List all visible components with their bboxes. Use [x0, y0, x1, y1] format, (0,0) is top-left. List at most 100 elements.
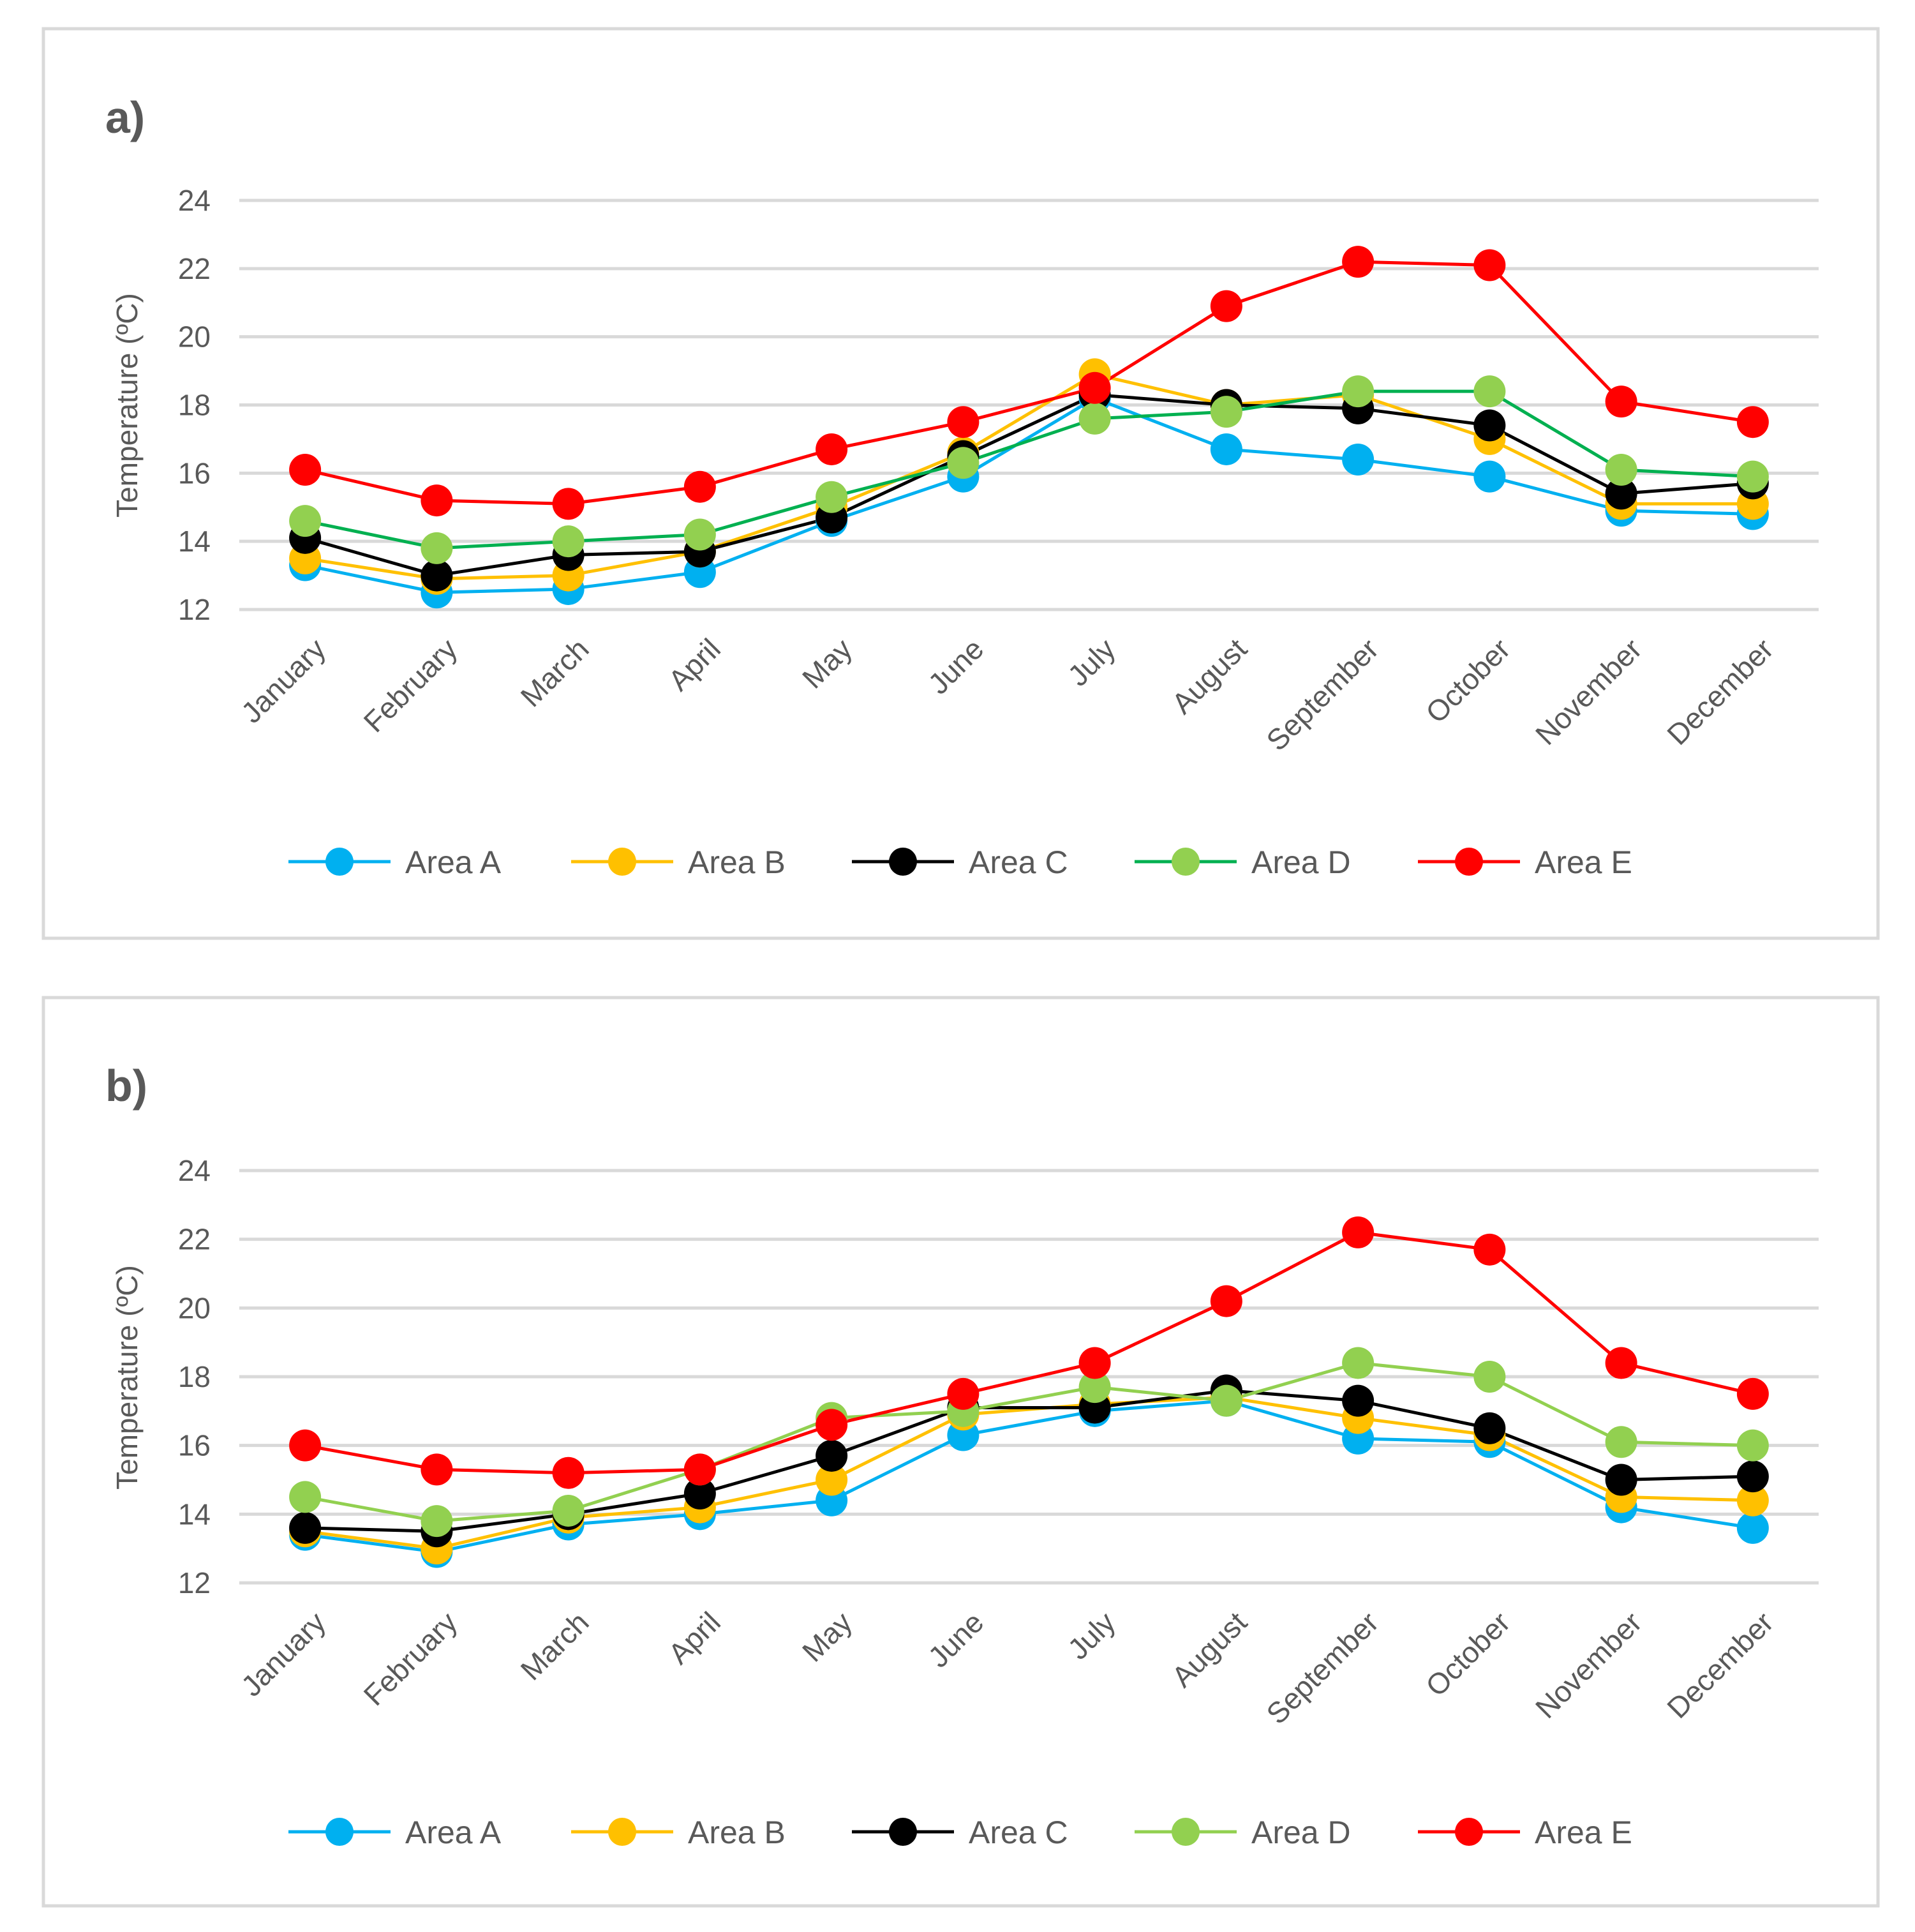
data-point-area-e	[683, 470, 716, 503]
data-point-area-c	[421, 559, 453, 592]
data-point-area-e	[816, 433, 848, 465]
data-point-area-d	[552, 525, 585, 558]
data-point-area-c	[1605, 1464, 1637, 1496]
y-tick-label: 22	[178, 252, 211, 285]
data-point-area-d	[289, 505, 322, 537]
legend-label: Area D	[1251, 1815, 1351, 1850]
series-line-area-e	[304, 1231, 1754, 1475]
y-tick-label: 18	[178, 1360, 211, 1393]
data-point-area-d	[1210, 1384, 1242, 1417]
data-point-area-e	[1473, 249, 1506, 281]
data-point-area-d	[1473, 1361, 1506, 1393]
data-point-area-e	[683, 1453, 716, 1486]
data-point-area-d	[421, 1505, 453, 1538]
data-point-area-c	[816, 1439, 848, 1472]
data-point-area-d	[421, 532, 453, 564]
series-line-area-e	[304, 260, 1754, 505]
data-point-area-e	[1210, 1285, 1242, 1317]
legend-marker	[608, 848, 636, 876]
legend-marker	[889, 1818, 917, 1846]
data-point-area-a	[1342, 443, 1375, 476]
data-point-area-d	[1078, 402, 1111, 435]
data-point-area-d	[289, 1481, 322, 1513]
data-point-area-e	[947, 406, 980, 438]
series-line-area-b	[304, 372, 1753, 581]
data-point-area-e	[1342, 1216, 1375, 1248]
legend-marker	[1172, 848, 1200, 876]
legend-marker	[889, 848, 917, 876]
data-point-area-d	[1605, 453, 1637, 486]
data-point-area-c	[1736, 1460, 1769, 1493]
data-point-area-e	[1342, 246, 1375, 278]
data-point-area-d	[1736, 460, 1769, 493]
legend-label: Area E	[1535, 844, 1632, 880]
data-point-area-e	[1210, 290, 1242, 322]
data-point-area-e	[816, 1409, 848, 1441]
data-point-area-a	[1736, 1511, 1769, 1544]
data-point-area-a	[1473, 460, 1506, 493]
data-point-area-d	[1078, 1371, 1111, 1404]
data-point-area-e	[1736, 406, 1769, 438]
data-point-area-e	[421, 1453, 453, 1486]
y-axis-title: Temperature (ºC)	[110, 1265, 144, 1490]
data-point-area-c	[683, 1478, 716, 1510]
y-tick-label: 12	[178, 593, 211, 626]
y-tick-label: 22	[178, 1223, 211, 1256]
data-point-area-e	[421, 484, 453, 517]
data-point-area-d	[552, 1494, 585, 1527]
series-line-area-c	[305, 1389, 1753, 1533]
series-line-area-d	[304, 389, 1754, 550]
data-point-area-c	[1473, 409, 1506, 442]
data-point-area-d	[1473, 375, 1506, 408]
legend-marker	[1455, 848, 1483, 876]
y-axis-title: Temperature (ºC)	[110, 293, 144, 518]
data-point-area-d	[1605, 1426, 1637, 1458]
legend-label: Area A	[405, 844, 502, 880]
legend-label: Area D	[1251, 844, 1351, 880]
legend-marker	[1455, 1818, 1483, 1846]
series-line-area-b	[304, 1395, 1753, 1550]
data-point-area-c	[1342, 1384, 1375, 1417]
data-point-area-c	[289, 1511, 322, 1544]
data-point-area-d	[1210, 396, 1242, 428]
y-tick-label: 14	[178, 525, 211, 558]
legend-marker	[325, 848, 354, 876]
y-tick-label: 14	[178, 1497, 211, 1531]
data-point-area-d	[816, 481, 848, 513]
panel-label: b)	[105, 1061, 147, 1111]
data-point-area-e	[289, 1429, 322, 1462]
y-tick-label: 24	[178, 184, 211, 217]
series-line-area-a	[304, 1399, 1754, 1554]
data-point-area-e	[1605, 1347, 1637, 1379]
y-tick-label: 24	[178, 1154, 211, 1187]
data-point-area-d	[1342, 1347, 1375, 1379]
y-tick-label: 20	[178, 1291, 211, 1324]
data-point-area-e	[1736, 1377, 1769, 1410]
data-point-area-e	[1078, 1347, 1111, 1379]
y-tick-label: 20	[178, 320, 211, 354]
data-point-area-b	[816, 1464, 848, 1496]
panel-label: a)	[105, 93, 145, 142]
legend-marker	[608, 1818, 636, 1846]
y-tick-label: 16	[178, 456, 211, 490]
y-tick-label: 12	[178, 1566, 211, 1599]
data-point-area-e	[947, 1377, 980, 1410]
data-point-area-c	[1473, 1412, 1506, 1444]
data-point-area-d	[683, 518, 716, 551]
data-point-area-e	[1473, 1233, 1506, 1266]
data-point-area-e	[1078, 371, 1111, 404]
y-tick-label: 16	[178, 1429, 211, 1462]
legend-label: Area C	[969, 844, 1068, 880]
panel-border	[41, 996, 1880, 1908]
legend-label: Area E	[1535, 1815, 1632, 1850]
data-point-area-d	[947, 447, 980, 479]
data-point-area-e	[552, 1456, 585, 1489]
series-line-area-c	[304, 393, 1754, 578]
data-point-area-d	[1342, 375, 1375, 408]
data-point-area-a	[1210, 433, 1242, 465]
y-tick-label: 18	[178, 389, 211, 422]
data-point-area-e	[1605, 386, 1637, 418]
